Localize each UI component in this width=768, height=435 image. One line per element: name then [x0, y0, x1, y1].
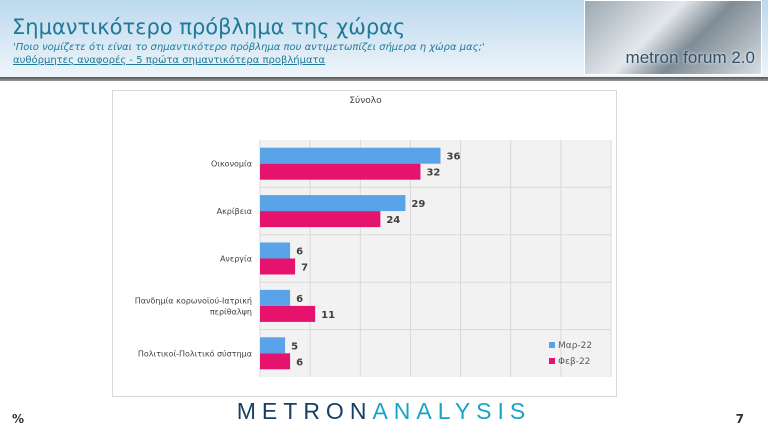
category-label: περίθαλψη [210, 307, 252, 316]
survey-question: 'Ποιο νομίζετε ότι είναι το σημαντικότερ… [13, 42, 485, 53]
bar [260, 211, 381, 228]
data-label: 6 [296, 247, 303, 258]
data-label: 32 [426, 168, 440, 179]
category-label: Οικονομία [211, 160, 252, 169]
page-title: Σημαντικότερο πρόβλημα της χώρας [12, 15, 406, 39]
brand-part2: ANALYSIS [372, 398, 532, 424]
brand-part1: METRON [236, 398, 373, 424]
data-label: 7 [301, 263, 308, 274]
category-label: Ανεργία [220, 255, 252, 264]
bar [260, 242, 291, 259]
bar [260, 289, 291, 306]
legend-label: Φεβ-22 [558, 357, 590, 367]
bar [260, 147, 441, 164]
legend-swatch [549, 342, 555, 348]
unit-label: % [12, 412, 25, 426]
data-label: 6 [296, 357, 303, 368]
chart: Σύνολο Οικονομία 36 32 Ακρίβεια 29 24 Ανεργία 6… [112, 90, 617, 397]
legend-label: Μαρ-22 [558, 341, 592, 351]
bar [260, 305, 316, 322]
metron-forum-logo: metron forum 2.0 [584, 0, 762, 75]
data-label: 36 [447, 152, 461, 163]
data-label: 11 [321, 310, 335, 321]
data-label: 6 [296, 294, 303, 305]
category-label: Ακρίβεια [217, 207, 252, 216]
bar [260, 163, 421, 180]
survey-note: αυθόρμητες αναφορές - 5 πρώτα σημαντικότ… [13, 55, 326, 66]
header-divider [0, 77, 768, 81]
bar [260, 195, 406, 212]
chart-title: Σύνολο [349, 96, 382, 106]
data-label: 24 [386, 215, 400, 226]
data-label: 29 [411, 199, 425, 210]
category-label: Πολιτικοί-Πολιτικό σύστημα [138, 348, 252, 358]
bar-chart-svg: Οικονομία 36 32 Ακρίβεια 29 24 Ανεργία 6 7 Πανδημ… [135, 140, 612, 377]
bar [260, 337, 286, 354]
data-label: 5 [291, 341, 298, 352]
logo-text: metron forum 2.0 [625, 48, 755, 67]
page-number: 7 [735, 412, 744, 426]
bar [260, 258, 296, 275]
metron-analysis-logo: METRONANALYSIS [0, 398, 768, 425]
bar [260, 353, 291, 370]
legend-swatch [549, 358, 555, 364]
category-label: Πανδημία κορωνοϊού-Ιατρική [135, 295, 252, 305]
